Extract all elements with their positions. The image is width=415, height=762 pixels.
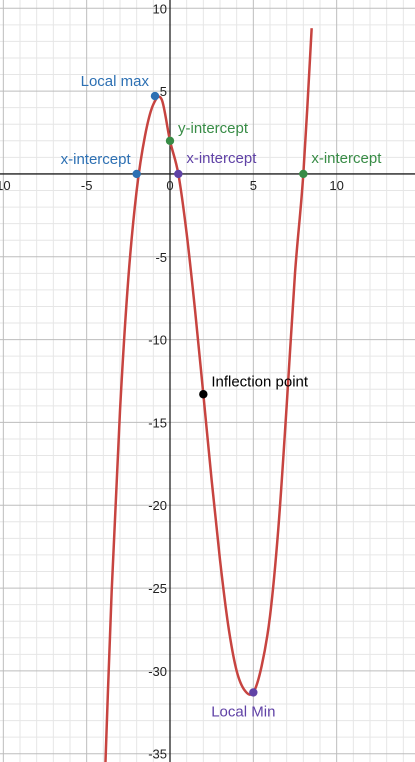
y-tick-label: -30 [148,664,167,679]
point-label: y-intercept [178,120,249,137]
y-tick-label: -35 [148,747,167,762]
point-label: Local Min [211,703,275,720]
x-tick-label: 10 [0,178,11,193]
x-tick-label: -5 [81,178,93,193]
point-label: Local max [81,73,150,90]
y-tick-label: 10 [153,1,167,16]
point-label: x-intercept [186,150,257,167]
y-tick-label: -10 [148,333,167,348]
curve-layer [104,28,313,762]
x-tick-label: 10 [329,178,343,193]
x-tick-label: 0 [166,178,173,193]
x-tick-label: 5 [250,178,257,193]
y-tick-label: -25 [148,581,167,596]
point-label: x-intercept [61,151,132,168]
y-tick-label: -20 [148,498,167,513]
point-marker[interactable] [174,169,183,179]
point-marker[interactable] [132,169,141,179]
tick-labels: 10 -5 0 5 10 -35 -30 -25 -20 -15 -10 -5 5 10 [0,1,344,761]
points-layer: Local max y-intercept x-intercept x-interce… [61,73,383,720]
point-marker[interactable] [165,136,175,146]
function-curve [104,28,313,762]
point-marker[interactable] [150,91,160,101]
y-tick-label: -5 [155,250,167,265]
point-label: x-intercept [311,150,382,167]
y-tick-label: 5 [160,84,167,99]
point-marker[interactable] [249,688,258,697]
point-marker[interactable] [199,390,208,399]
y-tick-label: -15 [148,415,167,430]
point-label: Inflection point [211,373,309,390]
point-marker[interactable] [299,169,308,179]
